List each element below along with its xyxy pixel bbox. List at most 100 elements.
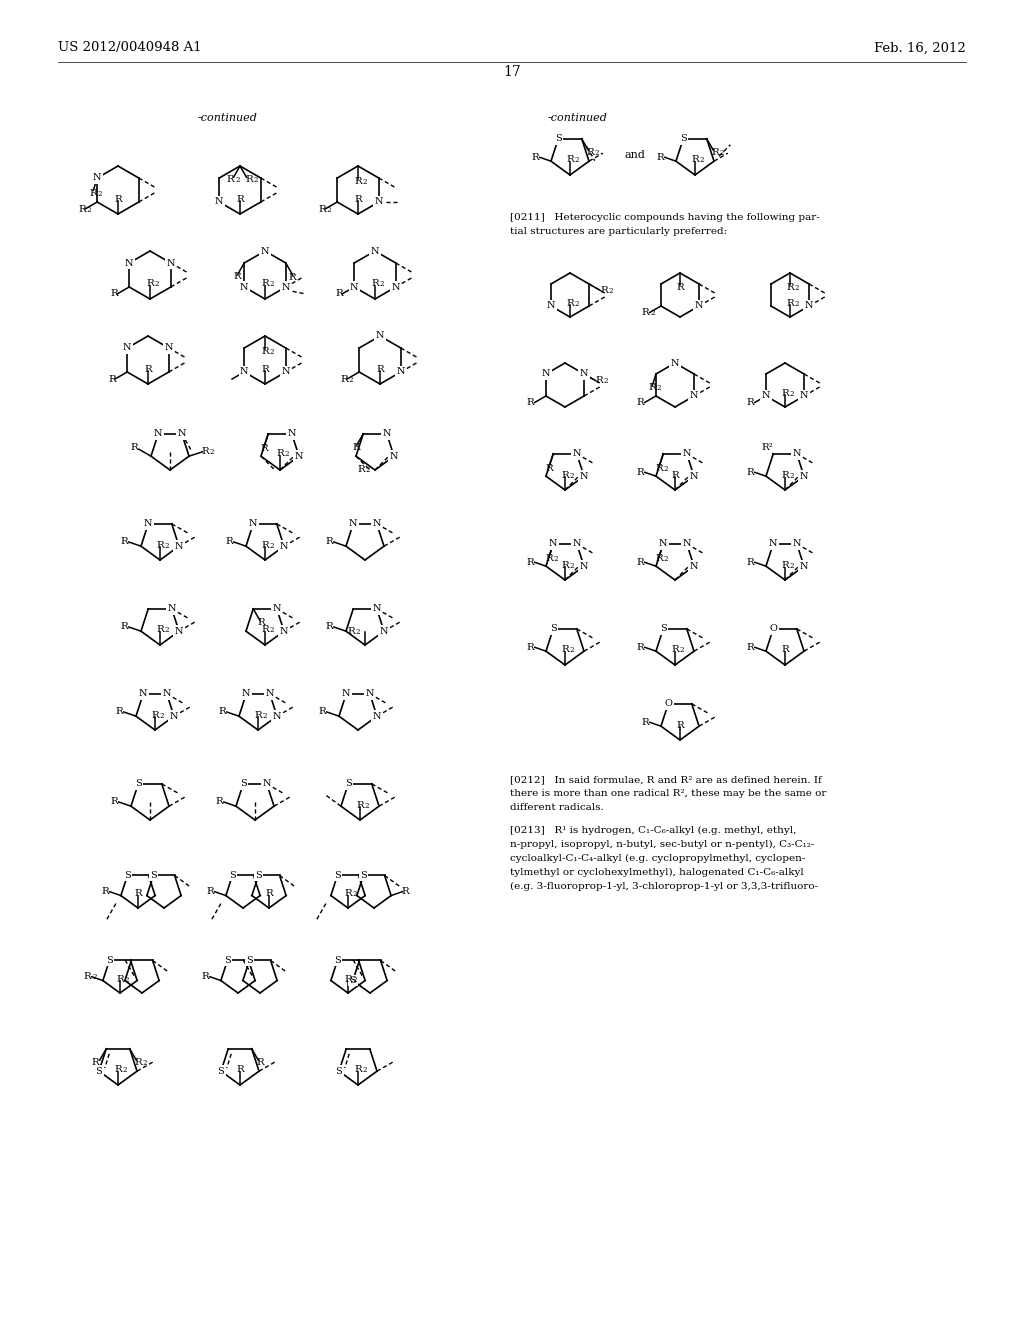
Text: R: R bbox=[101, 887, 110, 896]
Text: 2: 2 bbox=[142, 1059, 147, 1067]
Text: R: R bbox=[261, 280, 269, 289]
Text: R: R bbox=[353, 442, 360, 451]
Text: 2: 2 bbox=[790, 473, 794, 480]
Text: R: R bbox=[676, 282, 684, 292]
Text: 2: 2 bbox=[569, 471, 574, 479]
Text: 2: 2 bbox=[125, 975, 129, 983]
Text: n-propyl, isopropyl, n-butyl, sec-butyl or n-pentyl), C₃-C₁₂-: n-propyl, isopropyl, n-butyl, sec-butyl … bbox=[510, 840, 814, 849]
Text: N: N bbox=[262, 779, 271, 788]
Text: R: R bbox=[781, 561, 788, 570]
Text: N: N bbox=[800, 471, 808, 480]
Text: tylmethyl or cyclohexylmethyl), halogenated C₁-C₆-alkyl: tylmethyl or cyclohexylmethyl), halogena… bbox=[510, 867, 804, 876]
Text: 2: 2 bbox=[680, 647, 684, 655]
Text: 2: 2 bbox=[604, 378, 608, 385]
Text: 2: 2 bbox=[365, 801, 369, 809]
Text: R: R bbox=[318, 708, 327, 717]
Text: R: R bbox=[746, 643, 755, 652]
Text: S: S bbox=[246, 956, 253, 965]
Text: R: R bbox=[109, 375, 116, 384]
Text: R: R bbox=[656, 153, 665, 162]
Text: R: R bbox=[746, 558, 755, 566]
Text: N: N bbox=[282, 367, 290, 376]
Text: R: R bbox=[746, 467, 755, 477]
Text: R: R bbox=[237, 1065, 244, 1074]
Text: N: N bbox=[695, 301, 703, 310]
Text: R: R bbox=[202, 972, 210, 981]
Text: R: R bbox=[587, 148, 594, 157]
Text: 2: 2 bbox=[165, 541, 169, 549]
Text: R: R bbox=[111, 797, 119, 807]
Text: R: R bbox=[78, 205, 86, 214]
Text: N: N bbox=[154, 429, 163, 438]
Text: (e.g. 3-fluoroprop-1-yl, 3-chloroprop-1-yl or 3,3,3-trifluoro-: (e.g. 3-fluoroprop-1-yl, 3-chloroprop-1-… bbox=[510, 882, 818, 891]
Text: R: R bbox=[219, 708, 226, 717]
Text: 2: 2 bbox=[327, 206, 331, 214]
Text: R: R bbox=[226, 537, 233, 546]
Text: N: N bbox=[371, 247, 379, 256]
Text: [0213]   R¹ is hydrogen, C₁-C₆-alkyl (e.g. methyl, ethyl,: [0213] R¹ is hydrogen, C₁-C₆-alkyl (e.g.… bbox=[510, 825, 797, 834]
Text: R: R bbox=[131, 442, 138, 451]
Text: N: N bbox=[383, 429, 391, 438]
Text: R: R bbox=[134, 1057, 142, 1067]
Text: R: R bbox=[655, 553, 664, 562]
Text: N: N bbox=[240, 282, 249, 292]
Text: R: R bbox=[156, 626, 164, 635]
Text: R: R bbox=[546, 553, 553, 562]
Text: R: R bbox=[642, 718, 649, 727]
Text: S: S bbox=[680, 135, 687, 144]
Text: S: S bbox=[360, 871, 367, 880]
Text: S: S bbox=[334, 956, 341, 965]
Text: tial structures are particularly preferred:: tial structures are particularly preferr… bbox=[510, 227, 727, 236]
Text: 2: 2 bbox=[160, 711, 164, 719]
Text: R: R bbox=[655, 463, 664, 473]
Text: 2: 2 bbox=[234, 176, 240, 183]
Text: -continued: -continued bbox=[548, 114, 608, 123]
Text: 2: 2 bbox=[269, 627, 274, 635]
Text: N: N bbox=[93, 173, 101, 182]
Text: 2: 2 bbox=[254, 176, 258, 183]
Text: 2: 2 bbox=[87, 206, 91, 214]
Text: N: N bbox=[671, 359, 679, 367]
Text: R: R bbox=[691, 156, 698, 165]
Text: N: N bbox=[542, 370, 550, 379]
Text: N: N bbox=[249, 519, 257, 528]
Text: R: R bbox=[354, 177, 361, 186]
Text: there is more than one radical R², these may be the same or: there is more than one radical R², these… bbox=[510, 789, 826, 799]
Text: 2: 2 bbox=[269, 541, 274, 549]
Text: R: R bbox=[152, 710, 159, 719]
Text: 2: 2 bbox=[795, 284, 799, 292]
Text: N: N bbox=[144, 519, 153, 528]
Text: R: R bbox=[781, 645, 788, 655]
Text: 2: 2 bbox=[165, 627, 169, 635]
Text: N: N bbox=[690, 471, 698, 480]
Text: N: N bbox=[549, 540, 557, 548]
Text: 2: 2 bbox=[574, 300, 579, 308]
Text: R: R bbox=[371, 280, 379, 289]
Text: 2: 2 bbox=[699, 157, 705, 165]
Text: 2: 2 bbox=[362, 178, 367, 186]
Text: N: N bbox=[265, 689, 274, 698]
Text: 2: 2 bbox=[609, 286, 613, 294]
Text: R: R bbox=[254, 710, 262, 719]
Text: N: N bbox=[580, 370, 589, 379]
Text: Feb. 16, 2012: Feb. 16, 2012 bbox=[874, 41, 966, 54]
Text: R: R bbox=[261, 364, 269, 374]
Text: N: N bbox=[690, 392, 698, 400]
Text: N: N bbox=[175, 627, 183, 636]
Text: 2: 2 bbox=[355, 628, 360, 636]
Text: 2: 2 bbox=[554, 554, 558, 562]
Text: 2: 2 bbox=[348, 375, 353, 384]
Text: S: S bbox=[95, 1067, 102, 1076]
Text: [0212]   In said formulae, R and R² are as defined herein. If: [0212] In said formulae, R and R² are as… bbox=[510, 776, 821, 784]
Text: R: R bbox=[326, 537, 334, 546]
Text: 2: 2 bbox=[210, 449, 214, 457]
Text: N: N bbox=[800, 392, 808, 400]
Text: N: N bbox=[280, 541, 289, 550]
Text: R: R bbox=[712, 148, 719, 157]
Text: N: N bbox=[350, 282, 358, 292]
Text: R: R bbox=[207, 887, 214, 896]
Text: O: O bbox=[665, 700, 672, 709]
Text: R: R bbox=[121, 537, 129, 546]
Text: N: N bbox=[376, 331, 384, 341]
Text: N: N bbox=[390, 451, 398, 461]
